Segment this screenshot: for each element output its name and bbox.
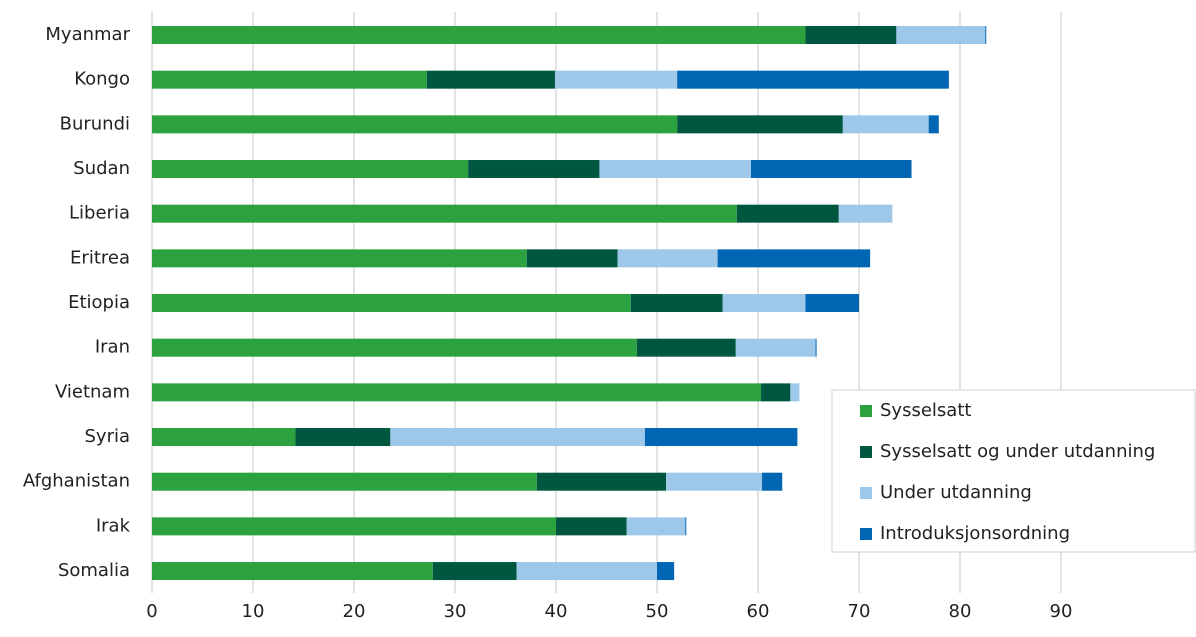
bar-segment [805,26,897,44]
bar-segment [599,160,751,179]
bar-segment [152,472,537,491]
bar-segment [536,472,667,491]
bar-segment [717,249,871,268]
bar-segment [295,428,391,447]
bar-segment [677,70,949,89]
legend-swatch [860,528,872,540]
bar-segment [152,26,806,44]
bar-segment [152,204,737,223]
y-tick-label: Sudan [73,158,130,179]
y-tick-label: Somalia [58,560,130,581]
x-tick-label: 0 [146,601,157,622]
y-tick-label: Liberia [69,203,130,224]
bar-segment [896,26,986,44]
bar-segment [685,517,687,536]
bar-segment [526,249,618,268]
legend-swatch [860,446,872,458]
y-tick-label: Syria [84,426,130,447]
bar-segment [630,294,723,313]
legend-label: Sysselsatt [880,400,971,421]
bar-segment [735,338,816,357]
bar-segment [468,160,600,179]
bar-segment [722,294,806,313]
bar-segment [152,428,296,447]
bar-segment [666,472,763,491]
bar-segment [432,562,517,581]
bar-segment [838,204,893,223]
y-tick-label: Iran [95,337,130,358]
x-tick-label: 70 [848,601,871,622]
bar-segment [644,428,798,447]
bar-segment [152,338,637,357]
x-tick-label: 60 [747,601,770,622]
bar-segment [928,115,939,134]
bar-segment [985,26,987,44]
bar-segment [152,517,556,536]
y-tick-label: Eritrea [70,247,130,268]
legend-swatch [860,405,872,417]
bar-segment [617,249,718,268]
bar-segment [677,115,843,134]
bar-segment [657,562,675,581]
x-tick-label: 30 [444,601,467,622]
bar-segment [626,517,686,536]
legend-swatch [860,487,872,499]
bar-segment [554,70,678,89]
legend-label: Sysselsatt og under utdanning [880,441,1155,462]
bar-segment [152,383,762,402]
x-tick-label: 40 [545,601,568,622]
bar-segment [556,517,627,536]
bar-segment [790,383,800,402]
x-tick-label: 20 [343,601,366,622]
bar-segment [152,115,678,134]
bar-segment [152,160,469,179]
y-tick-label: Afghanistan [23,471,130,492]
y-tick-label: Myanmar [45,24,130,45]
bar-segment [762,472,783,491]
y-tick-label: Irak [96,515,131,536]
bar-segment [152,562,433,581]
legend-label: Introduksjonsordning [880,523,1070,544]
legend-box [831,389,1196,553]
y-tick-label: Etiopia [68,292,130,313]
y-tick-label: Burundi [60,113,130,134]
bar-segment [736,204,839,223]
legend-label: Under utdanning [880,482,1032,503]
x-tick-label: 10 [242,601,265,622]
bar-segment [426,70,555,89]
x-tick-label: 90 [1050,601,1073,622]
y-tick-label: Vietnam [55,381,130,402]
x-tick-label: 80 [949,601,972,622]
bar-segment [761,383,791,402]
bar-segment [152,249,527,268]
bar-segment [750,160,912,179]
bar-segment [805,294,859,313]
y-tick-label: Kongo [74,69,130,90]
bar-segment [390,428,645,447]
bar-segment [516,562,657,581]
bar-segment [842,115,929,134]
bar-segment [636,338,736,357]
bar-segment [152,294,631,313]
bar-segment [152,70,427,89]
bar-segment [815,338,817,357]
legend: Sysselsatt Sysselsatt og under utdanning U… [831,389,1196,553]
x-tick-label: 50 [646,601,669,622]
